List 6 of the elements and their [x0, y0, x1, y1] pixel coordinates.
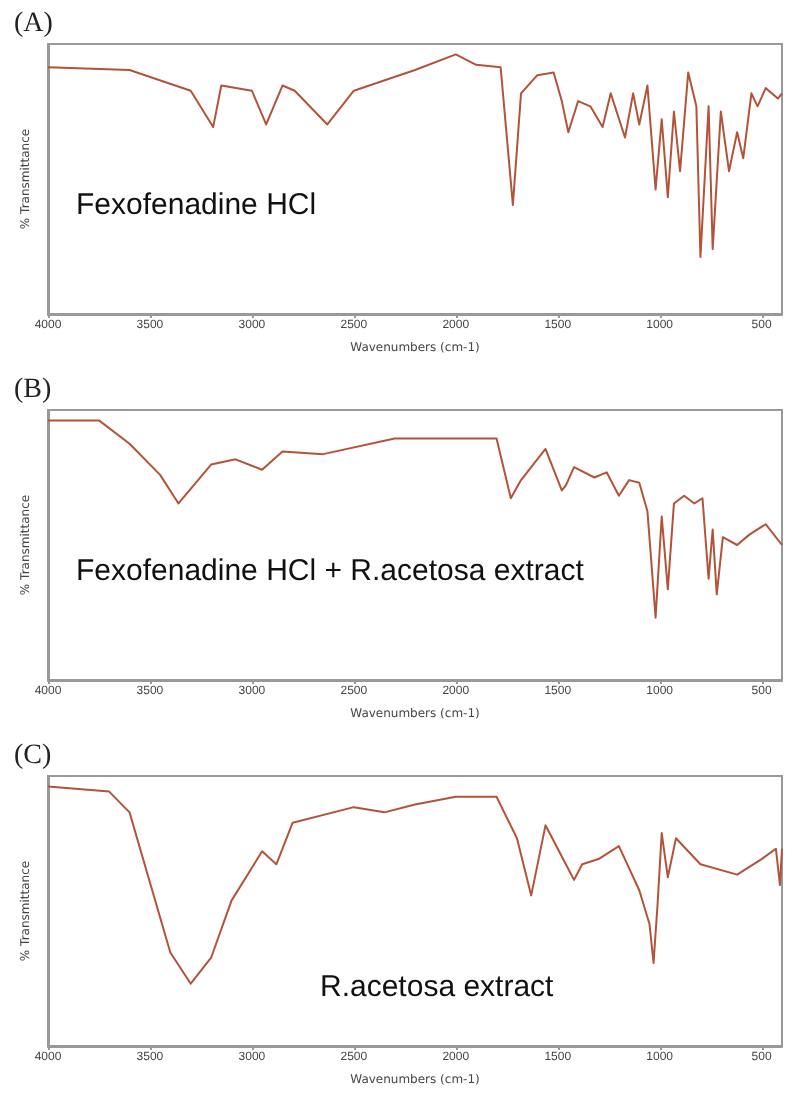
- annotation: Fexofenadine HCl: [76, 188, 317, 222]
- chart-title: (B): [14, 375, 52, 405]
- chart-title: (A): [14, 9, 54, 39]
- annotation: R.acetosa extract: [320, 970, 556, 1004]
- annotation: Fexofenadine HCl + R.acetosa extract: [76, 554, 586, 588]
- chart-title: (C): [14, 741, 52, 771]
